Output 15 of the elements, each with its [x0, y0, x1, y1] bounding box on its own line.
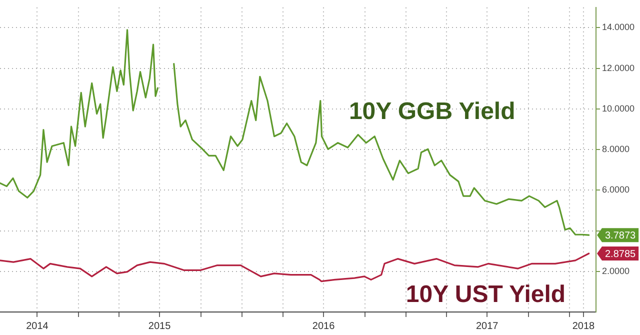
y-tick-label: 14.0000	[602, 22, 635, 32]
y-tick-label: 2.0000	[602, 266, 630, 276]
y-tick-label: 8.0000	[602, 144, 630, 154]
x-tick-label: 2018	[572, 320, 596, 332]
y-tick-label: 6.0000	[602, 184, 630, 195]
x-tick-label: 2014	[26, 320, 49, 332]
y-tick-label: 12.0000	[602, 62, 635, 73]
y-tick-label: 10.0000	[602, 103, 635, 114]
series-label: 10Y UST Yield	[406, 280, 566, 308]
annotation: 3.7873	[605, 230, 636, 242]
x-tick-label: 2017	[476, 320, 499, 332]
series-label: 10Y GGB Yield	[348, 98, 516, 126]
x-tick-label: 2016	[312, 320, 336, 332]
x-tick-label: 2015	[148, 320, 172, 332]
annotation: 2.8785	[605, 248, 636, 260]
